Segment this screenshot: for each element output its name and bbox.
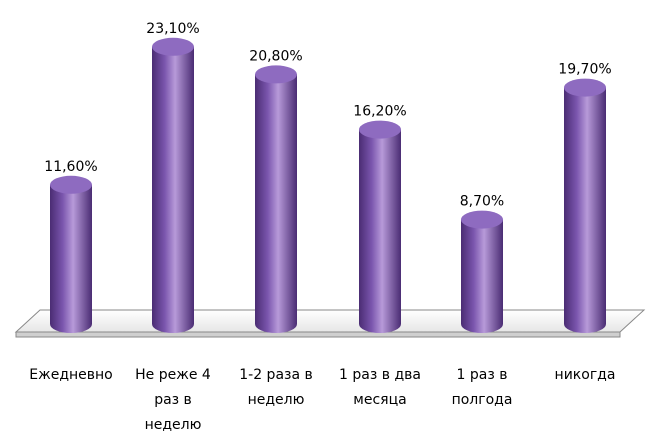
category-label-line: Не реже 4 xyxy=(135,367,211,383)
value-label: 16,20% xyxy=(353,104,406,120)
category-label-line: полгода xyxy=(452,392,513,408)
bar-body xyxy=(152,46,194,334)
bar-1 xyxy=(50,175,92,333)
floor-front xyxy=(15,331,621,338)
category-label: 1-2 раза в неделю xyxy=(239,367,313,408)
bar-body xyxy=(50,184,92,333)
category-label-line: никогда xyxy=(555,367,616,383)
category-label: 1 раз в два месяца xyxy=(339,367,421,408)
chart-floor xyxy=(14,309,646,338)
value-label: 20,80% xyxy=(249,48,302,64)
bar-top xyxy=(461,210,503,229)
value-label: 19,70% xyxy=(558,62,611,78)
bar-4 xyxy=(359,120,401,333)
bar-body xyxy=(255,74,297,334)
value-labels-group: 11,60% 23,10% 20,80% 16,20% 8,70% 19,70% xyxy=(44,21,611,210)
bar-5 xyxy=(461,210,503,333)
category-label: 1 раз в полгода xyxy=(452,367,513,408)
bar-top xyxy=(255,65,297,84)
floor-top xyxy=(14,309,646,333)
category-label-line: 1 раз в xyxy=(457,367,508,383)
category-label: Ежедневно xyxy=(29,367,113,383)
bar-body xyxy=(359,129,401,333)
category-label: никогда xyxy=(555,367,616,383)
bar-top xyxy=(152,37,194,56)
value-label: 8,70% xyxy=(460,194,504,210)
bar-body xyxy=(564,87,606,333)
value-label: 23,10% xyxy=(146,21,199,37)
bars-group xyxy=(50,37,606,334)
category-label-line: 1 раз в два xyxy=(339,367,421,383)
category-label-line: 1-2 раза в xyxy=(239,367,313,383)
category-label-line: раз в xyxy=(154,392,192,408)
bar-6 xyxy=(564,78,606,333)
value-label: 11,60% xyxy=(44,159,97,175)
category-label: Не реже 4 раз в неделю xyxy=(135,367,211,431)
category-label-line: Ежедневно xyxy=(29,367,113,383)
bar-top xyxy=(359,120,401,139)
bar-3 xyxy=(255,65,297,334)
bar-top xyxy=(564,78,606,97)
bar-body xyxy=(461,219,503,333)
category-label-line: неделю xyxy=(145,417,202,431)
category-labels-group: Ежедневно Не реже 4 раз в неделю 1-2 раза в н… xyxy=(29,367,615,431)
category-label-line: неделю xyxy=(248,392,305,408)
category-label-line: месяца xyxy=(353,392,406,408)
bar-2 xyxy=(152,37,194,334)
bar-top xyxy=(50,175,92,194)
